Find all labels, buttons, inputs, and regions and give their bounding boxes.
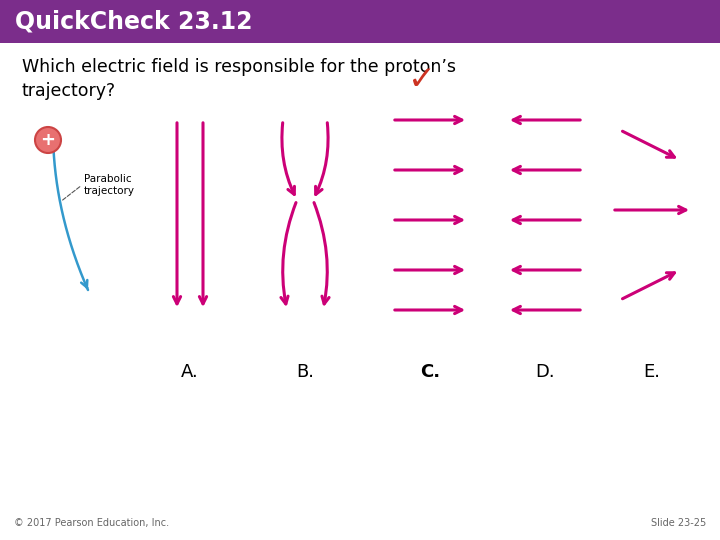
Text: Which electric field is responsible for the proton’s
trajectory?: Which electric field is responsible for …	[22, 58, 456, 99]
Text: B.: B.	[296, 363, 314, 381]
Text: E.: E.	[644, 363, 660, 381]
Text: Slide 23-25: Slide 23-25	[651, 518, 706, 528]
Text: Parabolic
trajectory: Parabolic trajectory	[84, 174, 135, 196]
Text: +: +	[40, 131, 55, 149]
Text: A.: A.	[181, 363, 199, 381]
Text: © 2017 Pearson Education, Inc.: © 2017 Pearson Education, Inc.	[14, 518, 169, 528]
Text: D.: D.	[535, 363, 555, 381]
Text: QuickCheck 23.12: QuickCheck 23.12	[15, 10, 253, 34]
Text: ✓: ✓	[408, 64, 436, 97]
Text: C.: C.	[420, 363, 440, 381]
Circle shape	[35, 127, 61, 153]
Bar	[0, 0, 720, 43]
